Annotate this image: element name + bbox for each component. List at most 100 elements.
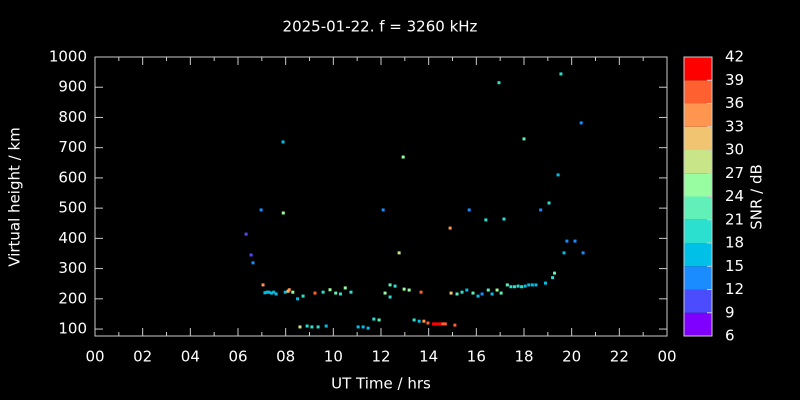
data-point [581,251,585,255]
data-point [453,323,457,327]
data-point [267,290,271,294]
colorbar-tick-label: 15 [725,257,744,275]
data-point [551,276,555,280]
plot-frame [94,56,668,337]
data-point [471,291,475,295]
data-point [522,137,526,141]
data-point [530,283,534,287]
data-point [426,321,430,325]
data-point [407,288,411,292]
data-point [366,326,370,330]
data-point [377,318,381,322]
data-point [465,288,469,292]
data-point [527,283,531,287]
data-point [281,211,285,215]
x-tick-label: 06 [228,348,247,366]
colorbar-tick-label: 18 [725,234,744,252]
colorbar-band [684,57,712,81]
data-point [476,294,480,298]
y-tick-label: 400 [58,229,87,247]
data-point [490,292,494,296]
data-point [443,322,447,326]
data-point [547,201,551,205]
data-point [562,251,566,255]
data-point [272,290,276,294]
data-point [305,324,309,328]
data-point [388,295,392,299]
data-point [397,251,401,255]
data-point [412,318,416,322]
colorbar-tick-label: 21 [725,210,744,228]
y-tick-label: 300 [58,259,87,277]
data-point [402,287,406,291]
data-point [301,294,305,298]
data-point [269,291,273,295]
x-tick-label: 20 [562,348,581,366]
y-tick-label: 1000 [49,48,87,66]
data-point [509,285,513,289]
data-point [324,324,328,328]
colorbar-label: SNR / dB [748,164,766,230]
x-tick-label: 14 [419,348,438,366]
data-point [286,289,290,293]
data-point [388,283,392,287]
colorbar-tick-label: 30 [725,141,744,159]
colorbar-band [684,80,712,104]
colorbar-band [684,150,712,174]
y-axis-label: Virtual height / km [6,127,24,266]
data-point [534,283,538,287]
y-tick-label: 900 [58,78,87,96]
data-point [261,283,265,287]
data-point [422,319,426,323]
data-point [244,232,248,236]
data-point [298,325,302,329]
data-point [287,288,291,292]
data-point [573,239,577,243]
colorbar-band [684,196,712,220]
data-point [467,208,471,212]
y-tick-label: 600 [58,168,87,186]
data-point [448,226,452,230]
colorbar-tick-label: 39 [725,71,744,89]
colorbar-tick-label: 27 [725,164,744,182]
data-point [356,325,360,329]
data-point [259,208,263,212]
data-point [281,140,285,144]
data-point [455,292,459,296]
data-point [565,239,569,243]
x-tick-label: 00 [657,348,676,366]
colorbar-band [684,173,712,197]
data-point [265,290,269,294]
x-tick-label: 00 [85,348,104,366]
colorbar-band [684,266,712,290]
x-tick-label: 10 [324,348,343,366]
data-point [543,281,547,285]
data-point [334,291,338,295]
data-point [556,173,560,177]
data-point [419,290,423,294]
colorbar-band [684,289,712,313]
y-tick-label: 100 [58,320,87,338]
x-tick-label: 02 [133,348,152,366]
data-point [512,285,516,289]
colorbar-tick-label: 42 [725,48,744,66]
data-point [291,290,295,294]
colorbar-tick-label: 36 [725,94,744,112]
data-point [505,283,509,287]
data-point [401,155,405,159]
data-point [393,284,397,288]
data-point [296,297,300,301]
colorbar-tick-label: 24 [725,187,744,205]
data-point [249,253,253,257]
data-point [460,290,464,294]
data-point [484,218,488,222]
x-axis-label: UT Time / hrs [331,375,431,393]
data-point [349,290,353,294]
data-point [579,121,583,125]
data-point [310,325,314,329]
y-tick-label: 200 [58,289,87,307]
data-point [441,322,445,326]
data-point [539,208,543,212]
